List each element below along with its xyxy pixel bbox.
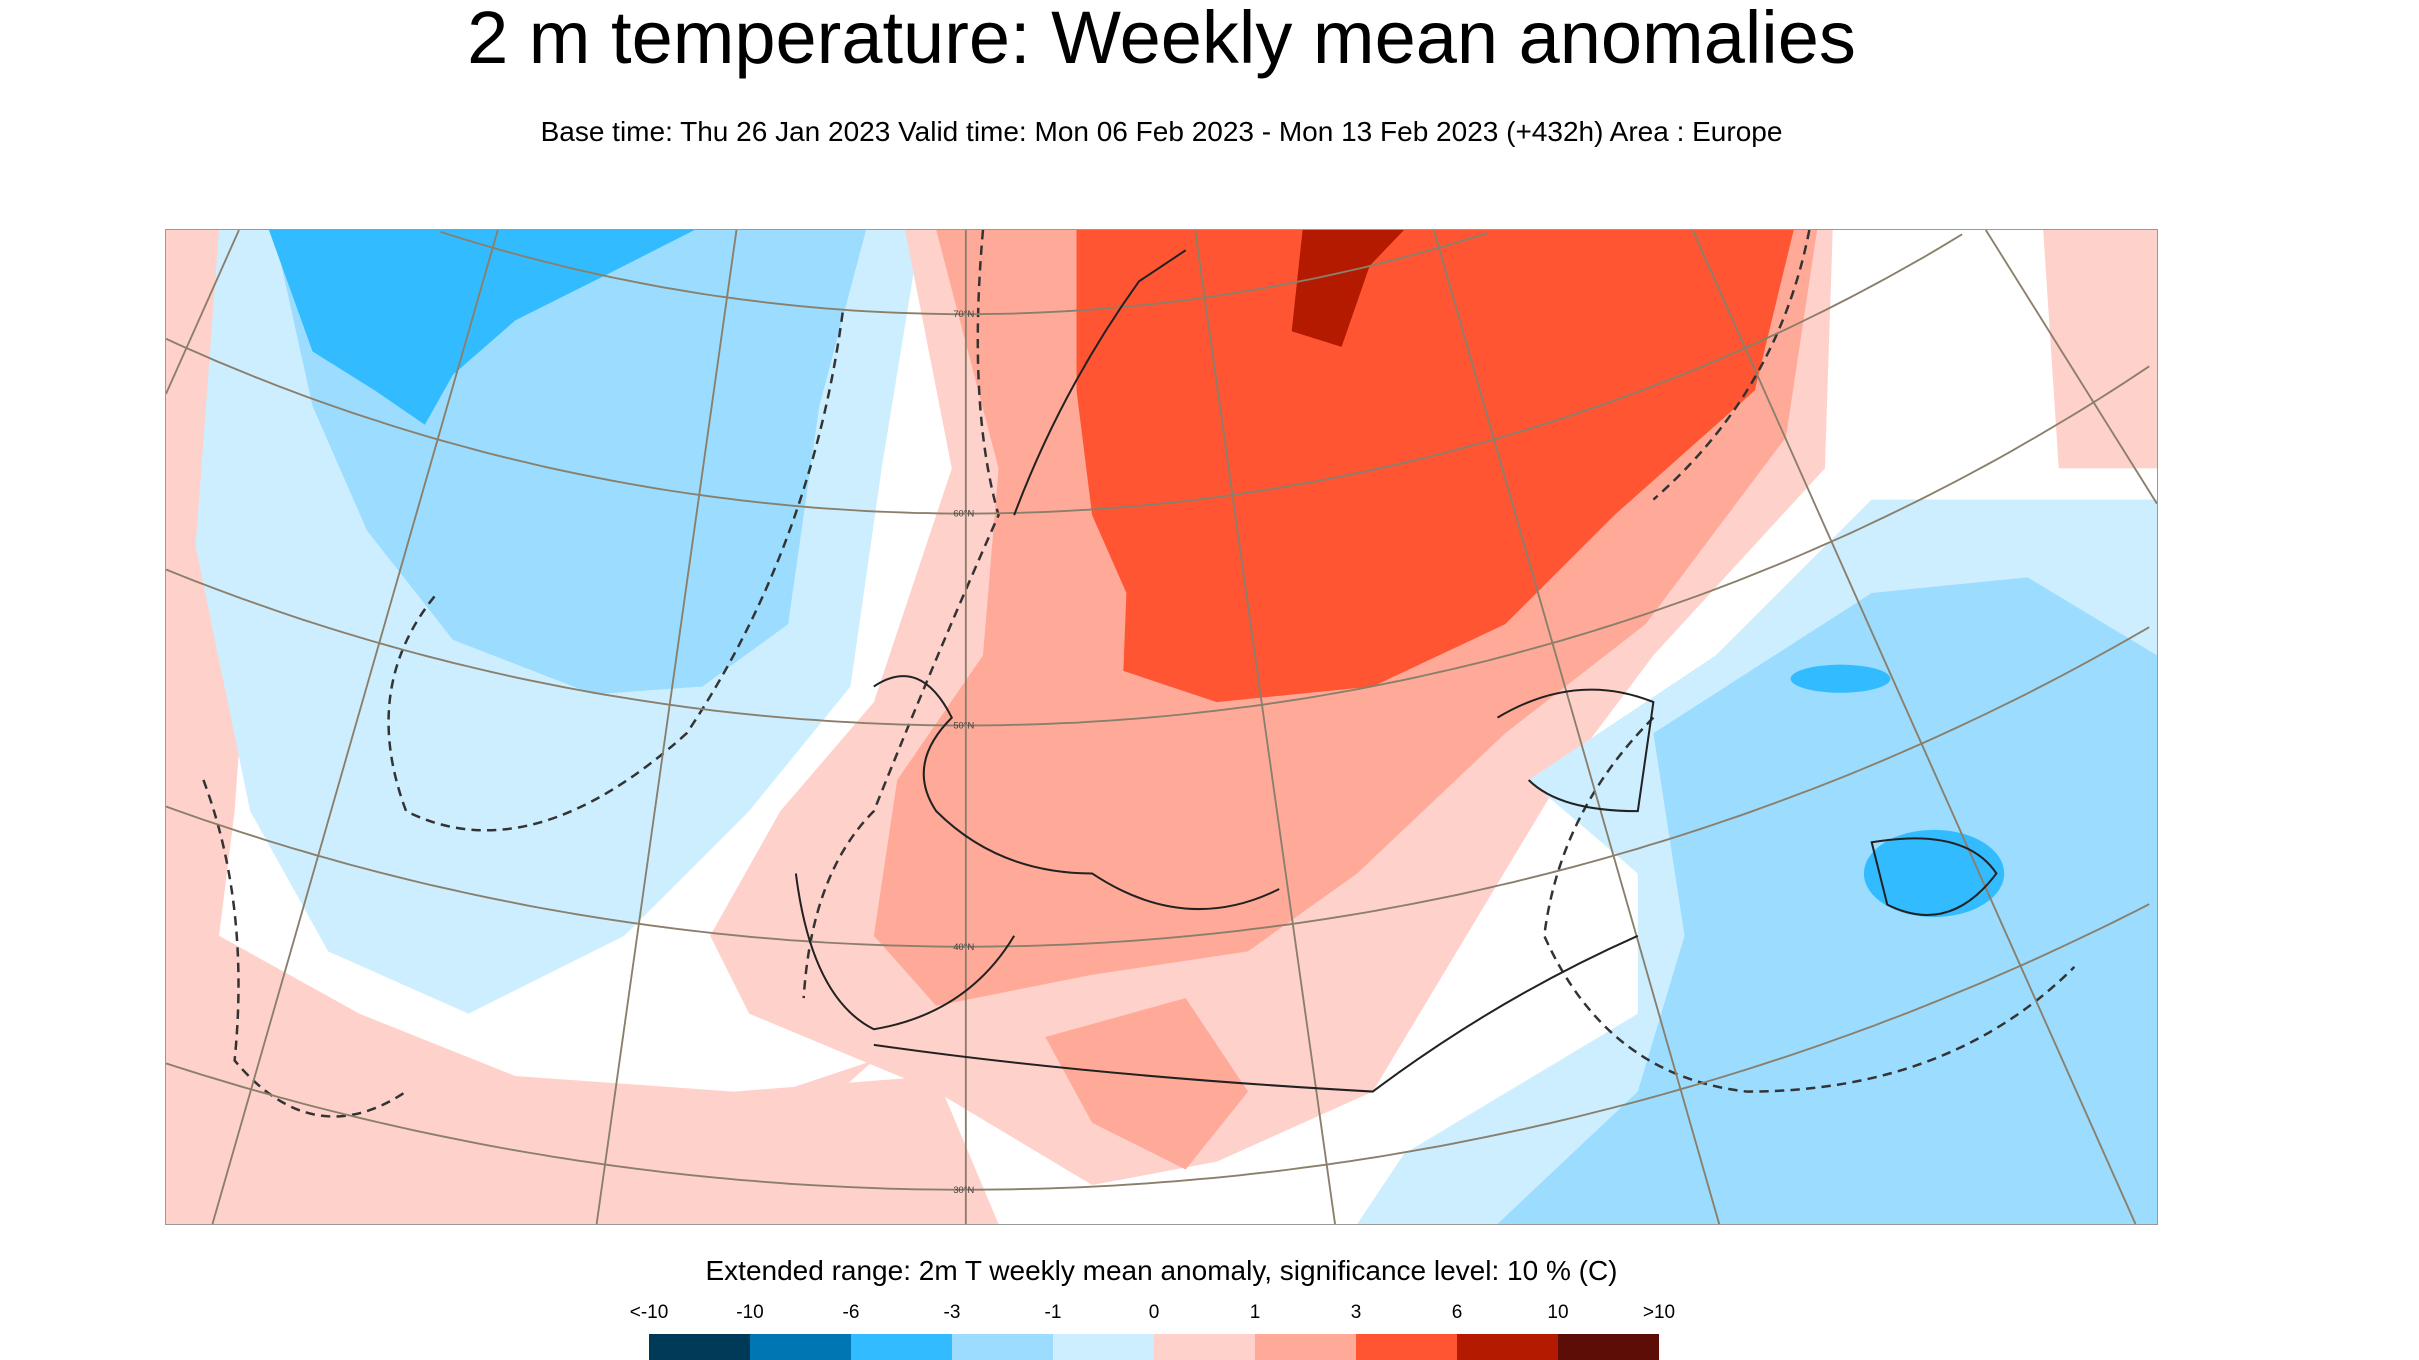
- meridian-line: [1691, 230, 2137, 1224]
- legend-swatch: [1356, 1334, 1457, 1360]
- parallel-line: [440, 230, 1489, 316]
- anomaly-region-strong-blue-greenland: [268, 230, 695, 425]
- legend-swatch: [1457, 1334, 1558, 1360]
- anomaly-region-medium-blue-southeast: [1497, 577, 2157, 1224]
- lat-label-60: 60°N: [953, 509, 974, 519]
- legend-swatch: [750, 1334, 851, 1360]
- anomaly-region-pink-west: [166, 230, 999, 1224]
- legend-label: >10: [1642, 1302, 1676, 1323]
- lat-label-30: 30°N: [953, 1185, 974, 1195]
- anomaly-region-red-north-europe: [1076, 230, 1794, 703]
- meridian-line: [166, 230, 240, 395]
- graticule: [166, 230, 2157, 1224]
- anomaly-region-pink-sw: [281, 998, 874, 1224]
- parallel-line: [166, 626, 2150, 948]
- legend-label: 0: [1148, 1302, 1160, 1323]
- legend-title: Extended range: 2m T weekly mean anomaly…: [705, 1255, 1618, 1286]
- legend-label: 3: [1350, 1302, 1362, 1323]
- legend-swatch: [1053, 1334, 1154, 1360]
- meridian-line: [1985, 230, 2157, 505]
- legend-label: -6: [842, 1302, 860, 1323]
- anomaly-region-pink-northeast: [2043, 230, 2157, 469]
- lat-label-70: 70°N: [953, 309, 974, 319]
- legend-swatch: [851, 1334, 952, 1360]
- latitude-labels: 70°N 60°N 50°N 40°N 30°N: [953, 309, 974, 1195]
- legend-swatch: [1154, 1334, 1255, 1360]
- legend-label: 6: [1451, 1302, 1463, 1323]
- significance-contours: [202, 230, 2076, 1118]
- meridian-line: [1194, 230, 1336, 1224]
- map-subtitle: Base time: Thu 26 Jan 2023 Valid time: M…: [540, 116, 1783, 147]
- legend-swatch: [952, 1334, 1053, 1360]
- legend-swatch: [649, 1334, 750, 1360]
- legend-label: 1: [1249, 1302, 1261, 1323]
- parallel-line: [166, 365, 2150, 727]
- legend-label: -10: [736, 1302, 764, 1323]
- legend-label: -3: [943, 1302, 961, 1323]
- anomaly-region-salmon-north-africa: [1045, 998, 1249, 1170]
- legend-label: 10: [1547, 1302, 1569, 1323]
- meridian-line: [595, 230, 738, 1224]
- legend-colorbar: [649, 1334, 1659, 1360]
- parallel-line: [166, 903, 2150, 1191]
- meridian-line: [211, 230, 499, 1224]
- anomaly-map: 70°N 60°N 50°N 40°N 30°N: [165, 229, 2158, 1225]
- legend-swatch: [1255, 1334, 1356, 1360]
- legend-label: <-10: [629, 1302, 669, 1323]
- anomaly-region-strong-blue-small: [1790, 664, 1891, 693]
- anomaly-region-strong-blue-caspian: [1863, 829, 2005, 918]
- parallel-line: [166, 233, 1963, 515]
- legend-label: -1: [1044, 1302, 1062, 1323]
- lat-label-50: 50°N: [953, 721, 974, 731]
- legend-labels: <-10 -10 -6 -3 -1 0 1 3 6 10 >10: [630, 1302, 1675, 1326]
- legend-swatch: [1558, 1334, 1659, 1360]
- lat-label-40: 40°N: [953, 942, 974, 952]
- map-title: 2 m temperature: Weekly mean anomalies: [467, 0, 1856, 79]
- anomaly-region-dark-red-russia: [1291, 230, 1404, 347]
- coastlines: [794, 249, 1998, 1093]
- meridian-line: [1432, 230, 1721, 1224]
